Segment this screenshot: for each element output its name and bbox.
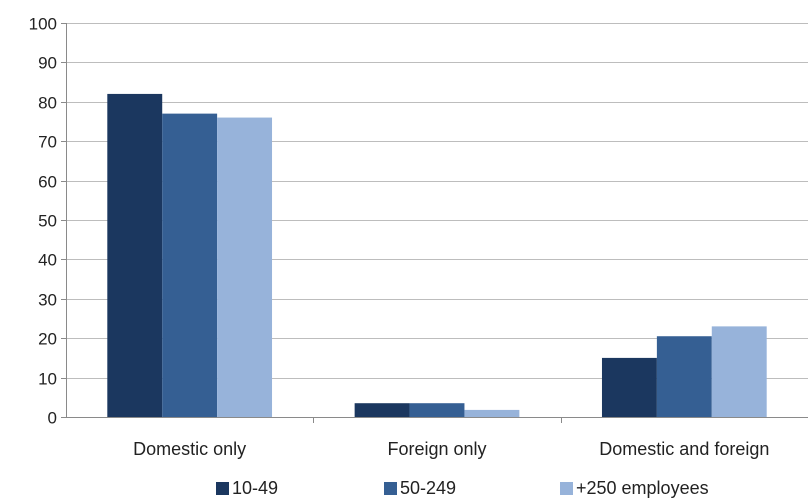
bars <box>107 93 767 418</box>
bar-10-49-0 <box>107 93 163 418</box>
legend-label: +250 employees <box>576 478 709 498</box>
y-tick-label: 10 <box>38 370 57 389</box>
y-tick-label: 40 <box>38 251 57 270</box>
bar-50-249-1 <box>409 403 465 417</box>
y-tick-label: 80 <box>38 94 57 113</box>
legend-swatch <box>384 482 397 495</box>
y-tick-label: 30 <box>38 291 57 310</box>
x-axis <box>66 23 808 423</box>
x-category-label: Domestic only <box>133 439 246 459</box>
y-axis-ticks: 0 10 20 30 40 50 60 70 80 90 100 <box>29 15 66 428</box>
legend-swatch <box>560 482 573 495</box>
y-tick-label: 60 <box>38 173 57 192</box>
legend-item: 10-49 <box>216 478 278 498</box>
bar-50-249-2 <box>656 336 712 417</box>
y-tick-label: 0 <box>48 409 57 428</box>
bar--250-employees-1 <box>464 409 520 417</box>
legend-item: 50-249 <box>384 478 456 498</box>
y-tick-label: 50 <box>38 212 57 231</box>
x-axis-category-labels: Domestic only Foreign only Domestic and fo… <box>133 439 769 459</box>
x-category-label: Foreign only <box>387 439 486 459</box>
y-tick-label: 20 <box>38 330 57 349</box>
y-tick-label: 100 <box>29 15 57 34</box>
bar-10-49-1 <box>354 403 410 417</box>
legend-swatch <box>216 482 229 495</box>
legend-label: 50-249 <box>400 478 456 498</box>
x-category-label: Domestic and foreign <box>599 439 769 459</box>
bar--250-employees-2 <box>711 326 767 417</box>
y-tick-label: 90 <box>38 54 57 73</box>
y-tick-label: 70 <box>38 133 57 152</box>
legend-item: +250 employees <box>560 478 709 498</box>
bar--250-employees-0 <box>217 117 273 417</box>
bar-10-49-2 <box>601 357 657 417</box>
legend: 10-49 50-249 +250 employees <box>216 478 709 498</box>
legend-label: 10-49 <box>232 478 278 498</box>
bar-50-249-0 <box>162 113 218 418</box>
